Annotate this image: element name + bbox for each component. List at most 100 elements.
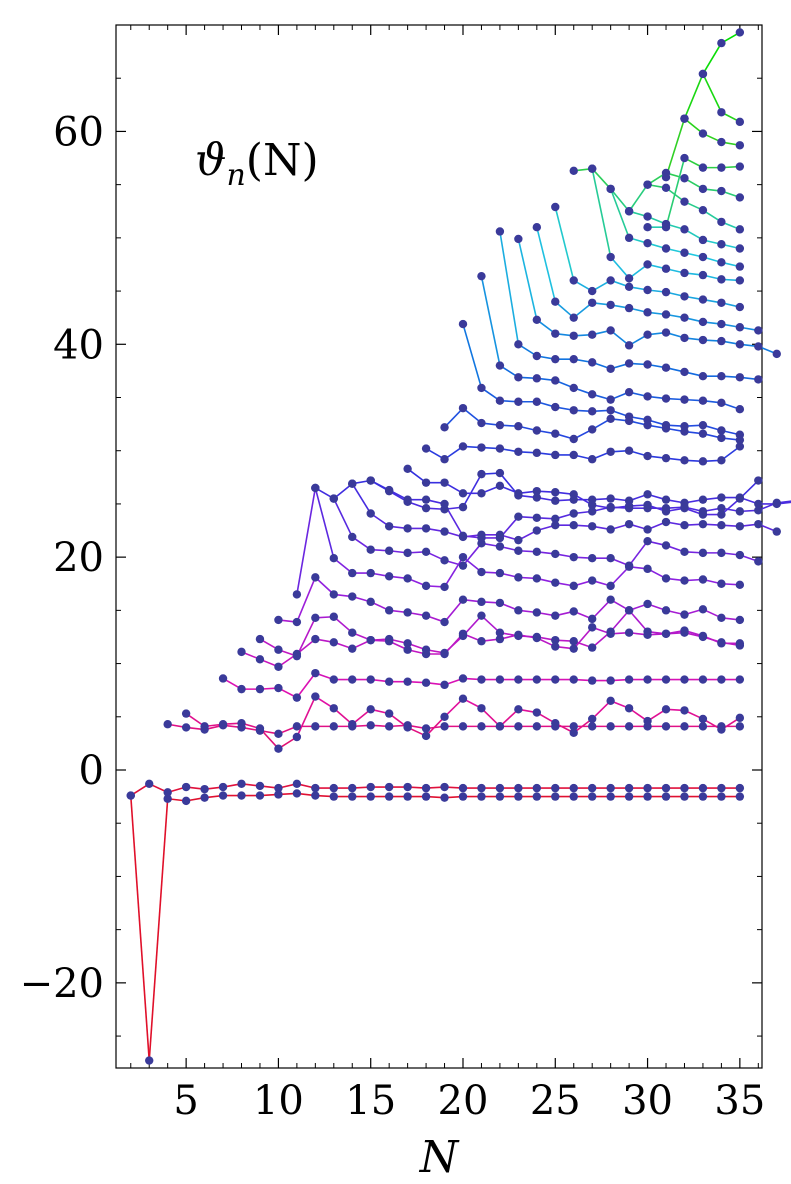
data-point [569,331,578,340]
data-point [661,453,671,463]
series-30 [683,73,741,123]
data-point [569,383,578,393]
data-point [624,387,634,397]
y-tick-label: 40 [53,322,104,368]
data-point [587,390,597,399]
data-point [661,183,671,193]
data-point [587,643,597,652]
series-segment [425,716,446,737]
data-point [495,628,505,637]
data-point [403,782,412,792]
data-point [495,361,505,370]
data-point [569,722,578,731]
data-point [735,244,745,253]
data-point [661,223,671,232]
data-point [643,792,652,801]
data-point [717,548,726,558]
data-point [606,503,615,513]
data-point [311,791,320,800]
data-point [717,792,726,801]
data-point [551,429,560,438]
data-point [495,396,505,405]
data-point [754,476,763,485]
x-axis-ticks: 5 10 15 20 25 30 35 [173,25,765,1124]
series-segment [517,238,538,320]
data-point [366,476,375,485]
data-point [477,418,486,428]
data-point [735,722,745,731]
data-point [587,676,597,685]
data-point [735,373,745,382]
data-point [532,608,542,617]
series-segment [443,407,464,428]
data-point [421,547,431,557]
data-point [643,564,652,574]
data-point [329,554,338,563]
data-point [661,629,671,638]
data-point [477,383,486,393]
data-point [495,634,505,644]
data-point [569,354,578,364]
data-point [366,792,375,801]
series-segment [665,157,686,228]
data-point [606,581,615,591]
data-point [661,394,671,403]
data-point [680,576,689,585]
data-point [514,573,523,582]
data-point [661,420,671,430]
data-point [569,581,578,591]
series-segment [610,256,630,279]
data-point [551,642,560,651]
series-segment [610,566,630,587]
series-segment [296,617,317,657]
annotation: ϑn(N) [195,135,319,193]
data-point [717,240,726,249]
data-point [532,547,542,557]
data-point [551,611,560,620]
data-point [606,525,615,534]
data-point [458,489,468,498]
data-point [440,793,449,802]
data-point [606,252,615,262]
minor-ticks [116,24,762,1068]
data-point [145,1056,154,1065]
data-point [643,490,652,499]
data-point [698,163,708,172]
data-point [735,615,745,625]
data-point [329,675,338,684]
data-point [680,626,689,635]
data-point [532,722,542,731]
data-point [680,225,689,234]
data-point [643,783,652,793]
data-point [698,714,708,724]
data-point [514,675,523,684]
data-point [606,395,615,404]
series-segment [480,707,501,727]
data-point [274,790,283,799]
data-point [735,522,745,531]
data-point [606,414,615,423]
data-point [735,639,745,648]
series-segment [628,609,649,633]
data-point [403,792,412,801]
data-point [384,606,394,615]
data-point [587,576,597,585]
data-point [292,693,302,702]
data-point [587,164,597,173]
data-point [384,572,394,581]
data-point [698,605,708,614]
data-point [440,499,449,509]
data-point [440,582,449,592]
data-point [698,510,708,519]
data-point [477,443,486,452]
data-point [624,606,634,615]
data-point [772,349,781,359]
series-segment [573,626,593,650]
data-point [329,792,338,801]
data-point [624,675,634,684]
data-point [587,623,597,632]
data-point [698,205,708,215]
data-point [643,212,652,221]
data-point [292,789,302,798]
data-point [421,731,431,741]
